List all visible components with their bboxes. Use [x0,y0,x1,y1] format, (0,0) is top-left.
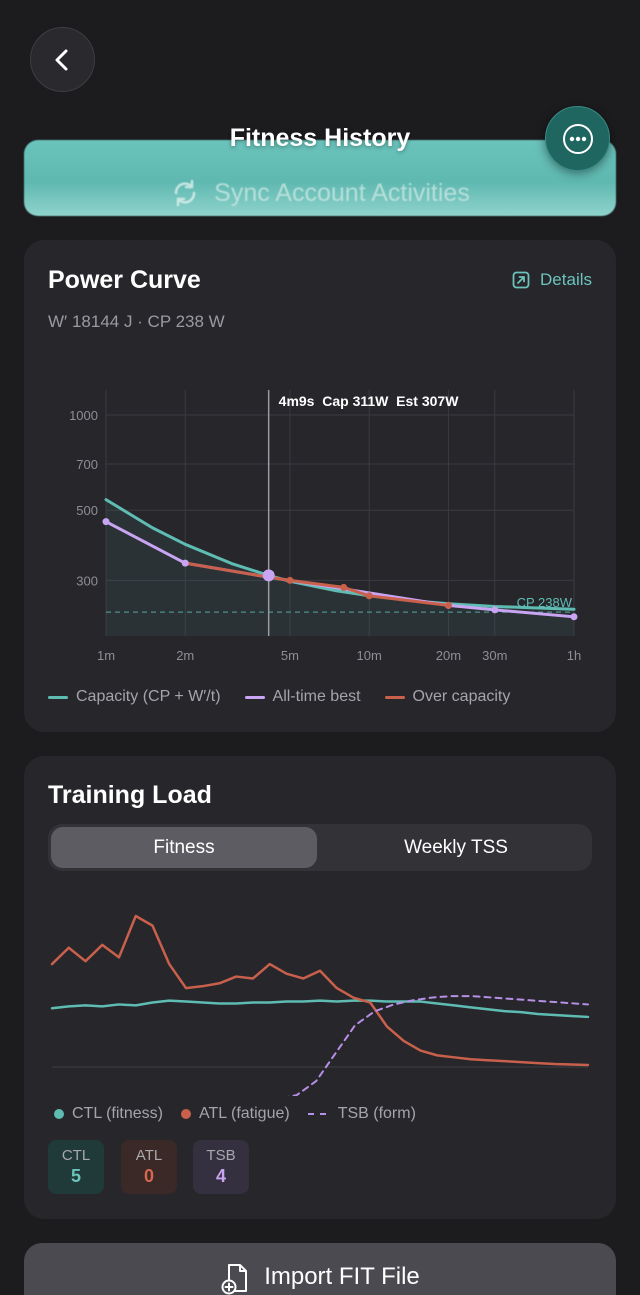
y-tick-label: 700 [76,457,98,472]
training-load-chart[interactable] [24,756,616,1096]
stat-atl-label: ATL [135,1147,163,1164]
power-curve-title: Power Curve [48,266,201,294]
legend-atl-dot [180,1109,191,1119]
legend-tsb-dash [307,1113,330,1115]
legend-tsb: TSB (form) [307,1105,416,1123]
sync-label-text: Sync Account Activities [214,178,470,207]
atl-line [50,914,590,1067]
stat-ctl: CTL 5 [48,1140,104,1194]
import-fit-label: Import FIT File [264,1263,420,1290]
x-tick-label: 10m [357,648,382,663]
file-add-icon [221,1264,248,1295]
back-button[interactable] [30,27,95,92]
best-point [102,518,110,526]
cursor-point [262,569,275,582]
legend-over: Over capacity [384,688,511,706]
training-load-title: Training Load [48,781,212,809]
legend-ctl-dot [54,1109,64,1119]
stat-tsb-label: TSB [206,1147,236,1164]
x-tick-label: 1h [567,648,581,663]
x-tick-label: 2m [176,648,194,663]
stat-atl: ATL 0 [121,1140,177,1194]
legend-atl-label: ATL (fatigue) [198,1105,290,1122]
y-tick-label: 1000 [69,408,98,423]
capacity-area [106,499,574,636]
page-title: Fitness History [229,124,411,152]
legend-capacity-swatch [48,695,68,699]
legend-atl: ATL (fatigue) [180,1105,290,1123]
stat-atl-value: 0 [143,1166,154,1186]
y-tick-label: 500 [76,503,98,518]
import-fit-button[interactable]: Import FIT File [24,1243,616,1295]
legend-capacity-label: Capacity (CP + W′/t) [76,688,221,705]
legend-best-label: All-time best [272,688,361,705]
stat-ctl-value: 5 [70,1166,81,1186]
training-load-tabs: Fitness Weekly TSS [48,824,592,871]
x-tick-label: 1m [97,648,115,663]
x-tick-label: 5m [281,648,299,663]
tsb-line [287,995,589,1096]
more-options-icon [562,123,593,154]
legend-best: All-time best [244,688,361,706]
stat-ctl-label: CTL [61,1147,91,1164]
power-curve-card: Power Curve Details W′ 18144 J · CP 238 … [24,240,616,732]
stat-tsb: TSB 4 [193,1140,249,1194]
stat-tsb-value: 4 [215,1166,226,1186]
over-capacity-point [365,592,373,600]
training-load-legend: CTL (fitness) ATL (fatigue) TSB (form) [54,1105,440,1123]
training-load-card: Training Load Fitness Weekly TSS CTL (fi… [24,756,616,1219]
power-curve-legend: Capacity (CP + W′/t) All-time best Over … [48,688,534,706]
tab-fitness[interactable]: Fitness [51,827,317,868]
y-tick-label: 300 [76,573,98,588]
over-capacity-point [340,583,348,591]
sync-icon [174,179,196,207]
x-tick-label: 30m [482,648,507,663]
sync-accounts-label: Sync Account Activities [0,178,640,208]
legend-over-label: Over capacity [412,688,511,705]
ctl-line [50,999,590,1019]
over-capacity-line [183,561,450,607]
cursor-tooltip: 4m9s Cap 311W Est 307W [279,393,460,409]
legend-capacity: Capacity (CP + W′/t) [48,688,221,706]
chevron-left-icon [55,49,67,70]
legend-over-swatch [384,695,405,699]
over-capacity-point [444,601,452,609]
best-point [181,559,189,567]
x-tick-label: 20m [436,648,461,663]
tab-weekly-tss[interactable]: Weekly TSS [404,836,508,858]
legend-best-swatch [244,695,265,699]
more-options-button[interactable] [545,106,610,171]
legend-tsb-label: TSB (form) [337,1105,416,1122]
over-capacity-point [286,576,294,584]
legend-ctl-label: CTL (fitness) [72,1105,163,1122]
power-curve-subtitle: W′ 18144 J · CP 238 W [48,312,225,331]
details-link[interactable]: Details [512,270,592,290]
details-label: Details [540,270,592,289]
best-point [491,606,499,614]
sync-accounts-button[interactable] [24,140,616,216]
best-point [570,613,578,621]
legend-ctl: CTL (fitness) [54,1105,163,1123]
external-link-icon [512,271,530,289]
